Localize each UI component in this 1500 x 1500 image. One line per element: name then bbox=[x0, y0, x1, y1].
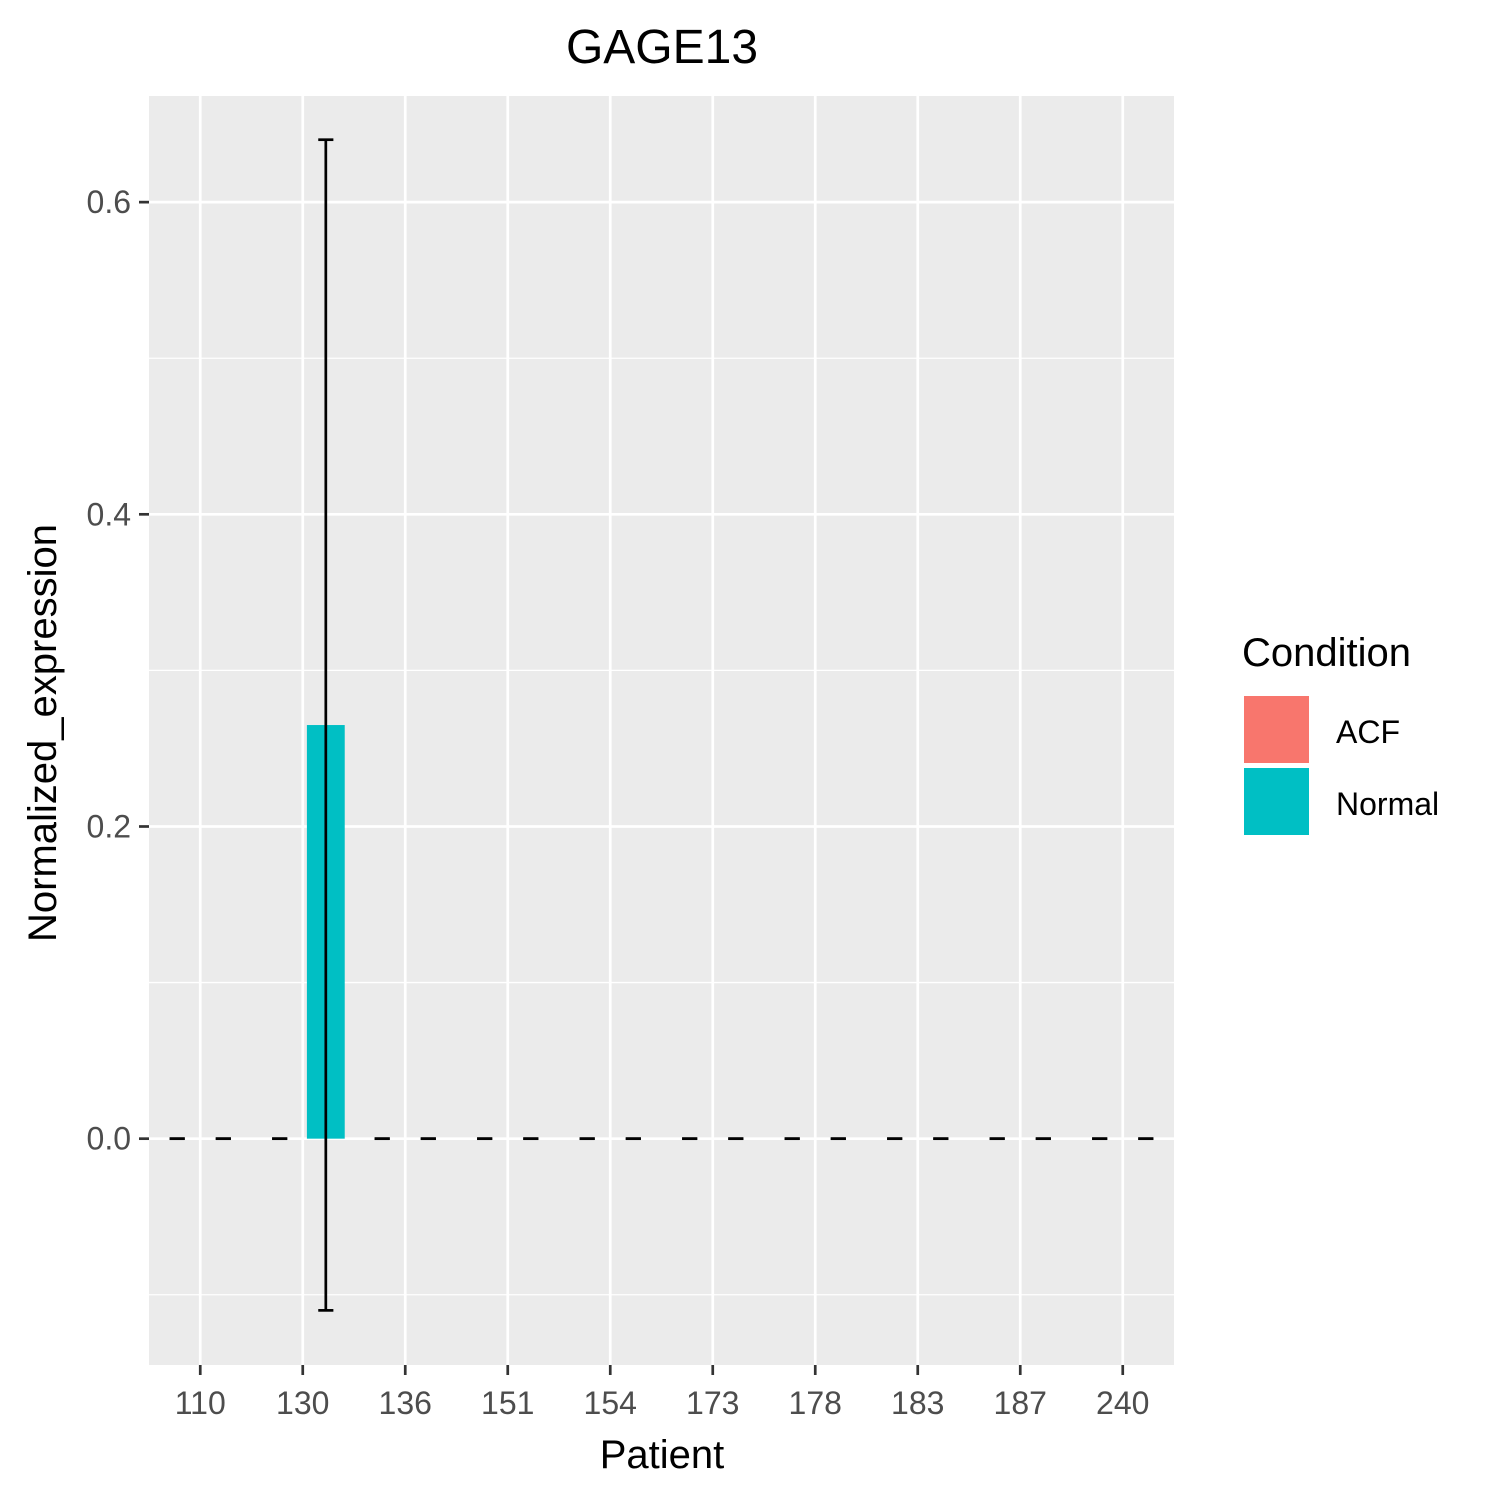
y-tick-label: 0.0 bbox=[87, 1121, 131, 1157]
legend-swatch-normal bbox=[1242, 766, 1311, 837]
x-tick-label: 136 bbox=[379, 1385, 432, 1421]
x-tick-label: 173 bbox=[686, 1385, 739, 1421]
legend-swatch-acf bbox=[1242, 694, 1311, 765]
y-tick-label: 0.4 bbox=[87, 496, 131, 532]
legend: Condition ACF Normal bbox=[1242, 631, 1439, 837]
x-tick-label: 240 bbox=[1096, 1385, 1149, 1421]
x-tick-label: 187 bbox=[994, 1385, 1047, 1421]
x-tick-label: 178 bbox=[789, 1385, 842, 1421]
x-tick-label: 154 bbox=[584, 1385, 637, 1421]
x-axis-title: Patient bbox=[600, 1433, 725, 1477]
x-tick-label: 130 bbox=[276, 1385, 329, 1421]
y-tick-label: 0.6 bbox=[87, 184, 131, 220]
y-axis-title: Normalized_expression bbox=[21, 524, 65, 942]
legend-title: Condition bbox=[1242, 631, 1411, 675]
y-tick-label: 0.2 bbox=[87, 808, 131, 844]
legend-label-acf: ACF bbox=[1336, 714, 1400, 750]
legend-label-normal: Normal bbox=[1336, 786, 1439, 822]
x-tick-label: 183 bbox=[891, 1385, 944, 1421]
x-tick-label: 151 bbox=[481, 1385, 534, 1421]
chart-title: GAGE13 bbox=[566, 21, 758, 74]
x-tick-label: 110 bbox=[175, 1385, 226, 1421]
error-bar-normal-130 bbox=[318, 138, 334, 1312]
